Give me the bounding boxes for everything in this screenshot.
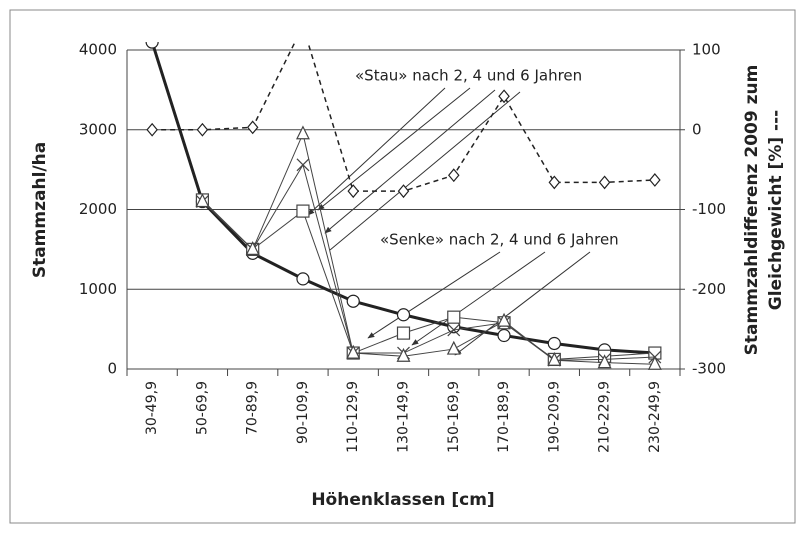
marker	[298, 20, 308, 32]
series-line	[202, 163, 655, 361]
y2-axis-title: Gleichgewicht [%] ---	[766, 110, 786, 310]
arrow	[411, 251, 546, 346]
arrow	[454, 251, 591, 356]
x-tick-label: 210-229,9	[597, 381, 613, 453]
marker	[446, 340, 461, 355]
annotation: «Senke» nach 2, 4 und 6 Jahren	[380, 231, 619, 249]
y2-tick-label: -300	[692, 360, 726, 378]
x-tick-label: 90-109,9	[295, 381, 311, 444]
x-tick-label: 70-89,9	[245, 381, 261, 435]
arrow	[307, 87, 446, 216]
y2-tick-label: 0	[692, 120, 702, 138]
y-tick-label: 4000	[79, 41, 117, 59]
marker	[347, 184, 360, 199]
marker	[296, 158, 310, 172]
plot	[145, 20, 662, 370]
marker	[397, 184, 410, 199]
y-tick-label: 3000	[79, 120, 117, 138]
arrow	[367, 251, 501, 339]
x-axis-title: Höhenklassen [cm]	[311, 490, 494, 510]
marker	[647, 355, 662, 370]
frame	[9, 9, 796, 524]
marker	[346, 294, 360, 308]
x-tick-label: 230-249,9	[647, 381, 663, 453]
marker	[295, 125, 310, 140]
marker	[146, 122, 158, 137]
marker	[597, 354, 612, 369]
y2-tick-label: 100	[692, 41, 721, 59]
x-tick-label: 170-189,9	[496, 381, 512, 453]
marker	[649, 173, 661, 187]
marker	[296, 272, 310, 286]
marker	[396, 347, 411, 362]
marker	[548, 175, 561, 190]
marker	[447, 310, 461, 324]
marker	[195, 193, 210, 208]
x-tick-label: 30-49,9	[144, 381, 160, 435]
marker	[396, 326, 411, 340]
marker	[447, 323, 461, 337]
marker	[196, 122, 209, 137]
marker	[346, 344, 361, 359]
series-line	[202, 199, 655, 360]
y2-tick-label: -200	[692, 280, 726, 298]
arrow	[317, 87, 471, 211]
annotation: «Stau» nach 2, 4 und 6 Jahren	[355, 67, 582, 85]
marker	[246, 120, 259, 135]
x-tick-label: 50-69,9	[194, 381, 210, 435]
marker	[296, 204, 310, 218]
y2-axis-title: Stammzahldifferenz 2009 zum	[742, 65, 762, 356]
y-tick-label: 2000	[79, 200, 117, 218]
marker	[498, 89, 510, 104]
marker	[447, 168, 460, 183]
y-axis-title: Stammzahl/ha	[30, 142, 50, 278]
y-tick-label: 0	[107, 360, 117, 378]
arrow	[329, 91, 521, 251]
marker	[598, 175, 611, 190]
marker	[145, 42, 159, 49]
marker	[497, 312, 512, 327]
marker	[547, 336, 561, 351]
series-line	[202, 132, 655, 365]
arrow	[324, 89, 496, 234]
y-tick-label: 1000	[79, 280, 117, 298]
marker	[497, 328, 511, 343]
marker	[396, 308, 411, 322]
marker	[245, 241, 260, 255]
x-tick-label: 130-149,9	[396, 381, 412, 453]
marker	[547, 351, 562, 366]
x-tick-label: 110-129,9	[345, 381, 361, 453]
x-tick-label: 150-169,9	[446, 381, 462, 453]
y2-tick-label: -100	[692, 200, 726, 218]
x-tick-label: 190-209,9	[546, 381, 562, 453]
